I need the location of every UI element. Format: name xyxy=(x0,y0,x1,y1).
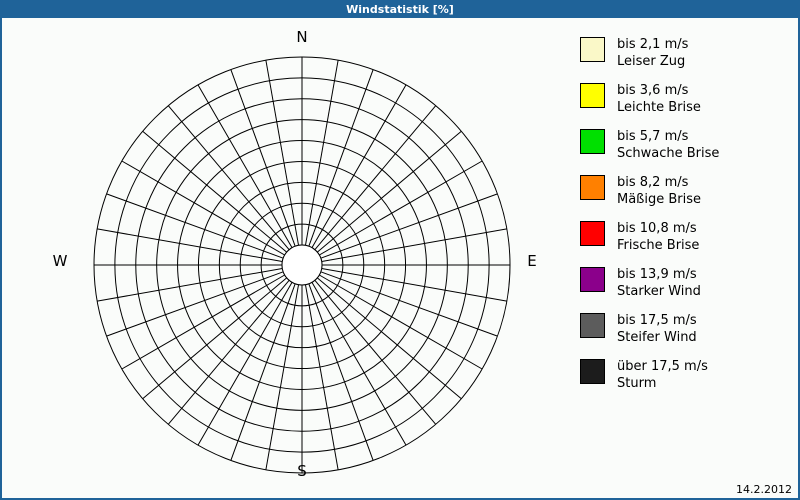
legend-item: bis 17,5 m/s Steifer Wind xyxy=(580,312,796,358)
legend-speed-range: bis 8,2 m/s xyxy=(617,175,689,190)
wind-speed-legend: bis 2,1 m/s Leiser Zug bis 3,6 m/s Leich… xyxy=(580,36,796,404)
legend-item-text: bis 10,8 m/s Frische Brise xyxy=(617,220,699,254)
legend-item: bis 10,8 m/s Frische Brise xyxy=(580,220,796,266)
legend-speed-name: Leiser Zug xyxy=(617,54,686,69)
legend-color-swatch xyxy=(580,221,605,246)
legend-item: über 17,5 m/s Sturm xyxy=(580,358,796,404)
legend-speed-name: Mäßige Brise xyxy=(617,192,702,207)
legend-item-text: bis 2,1 m/s Leiser Zug xyxy=(617,36,688,70)
footer-date-label: 14.2.2012 xyxy=(736,483,792,496)
wind-rose-grid xyxy=(93,56,511,474)
legend-speed-range: bis 17,5 m/s xyxy=(617,313,697,328)
legend-speed-name: Schwache Brise xyxy=(617,146,720,161)
legend-speed-name: Frische Brise xyxy=(617,238,700,253)
legend-speed-name: Starker Wind xyxy=(617,284,701,299)
legend-item: bis 5,7 m/s Schwache Brise xyxy=(580,128,796,174)
legend-item-text: bis 3,6 m/s Leichte Brise xyxy=(617,82,701,116)
window-title-bar: Windstatistik [%] xyxy=(0,0,800,18)
legend-speed-range: bis 13,9 m/s xyxy=(617,267,697,282)
legend-item-text: bis 5,7 m/s Schwache Brise xyxy=(617,128,719,162)
compass-label-south: S xyxy=(297,462,307,480)
legend-color-swatch xyxy=(580,359,605,384)
legend-item-text: bis 17,5 m/s Steifer Wind xyxy=(617,312,697,346)
compass-label-east: E xyxy=(527,252,537,270)
legend-color-swatch xyxy=(580,313,605,338)
legend-speed-name: Sturm xyxy=(617,376,657,391)
legend-speed-name: Steifer Wind xyxy=(617,330,697,345)
compass-label-west: W xyxy=(52,252,68,270)
legend-speed-range: bis 2,1 m/s xyxy=(617,37,689,52)
compass-label-north: N xyxy=(296,28,308,46)
legend-speed-range: bis 3,6 m/s xyxy=(617,83,689,98)
window-title: Windstatistik [%] xyxy=(346,2,454,16)
legend-color-swatch xyxy=(580,83,605,108)
legend-item: bis 3,6 m/s Leichte Brise xyxy=(580,82,796,128)
legend-color-swatch xyxy=(580,129,605,154)
wind-rose-chart xyxy=(93,56,511,474)
legend-speed-range: über 17,5 m/s xyxy=(617,359,708,374)
legend-item: bis 13,9 m/s Starker Wind xyxy=(580,266,796,312)
legend-item-text: bis 13,9 m/s Starker Wind xyxy=(617,266,701,300)
legend-speed-name: Leichte Brise xyxy=(617,100,701,115)
legend-speed-range: bis 10,8 m/s xyxy=(617,221,697,236)
legend-color-swatch xyxy=(580,175,605,200)
wind-rose-panel: N S W E xyxy=(2,18,570,498)
legend-item: bis 2,1 m/s Leiser Zug xyxy=(580,36,796,82)
legend-color-swatch xyxy=(580,267,605,292)
legend-item-text: bis 8,2 m/s Mäßige Brise xyxy=(617,174,701,208)
legend-speed-range: bis 5,7 m/s xyxy=(617,129,689,144)
legend-color-swatch xyxy=(580,37,605,62)
legend-item: bis 8,2 m/s Mäßige Brise xyxy=(580,174,796,220)
legend-item-text: über 17,5 m/s Sturm xyxy=(617,358,708,392)
content-area: N S W E bis 2,1 m/s Leiser Zug bis 3,6 m… xyxy=(2,18,798,498)
